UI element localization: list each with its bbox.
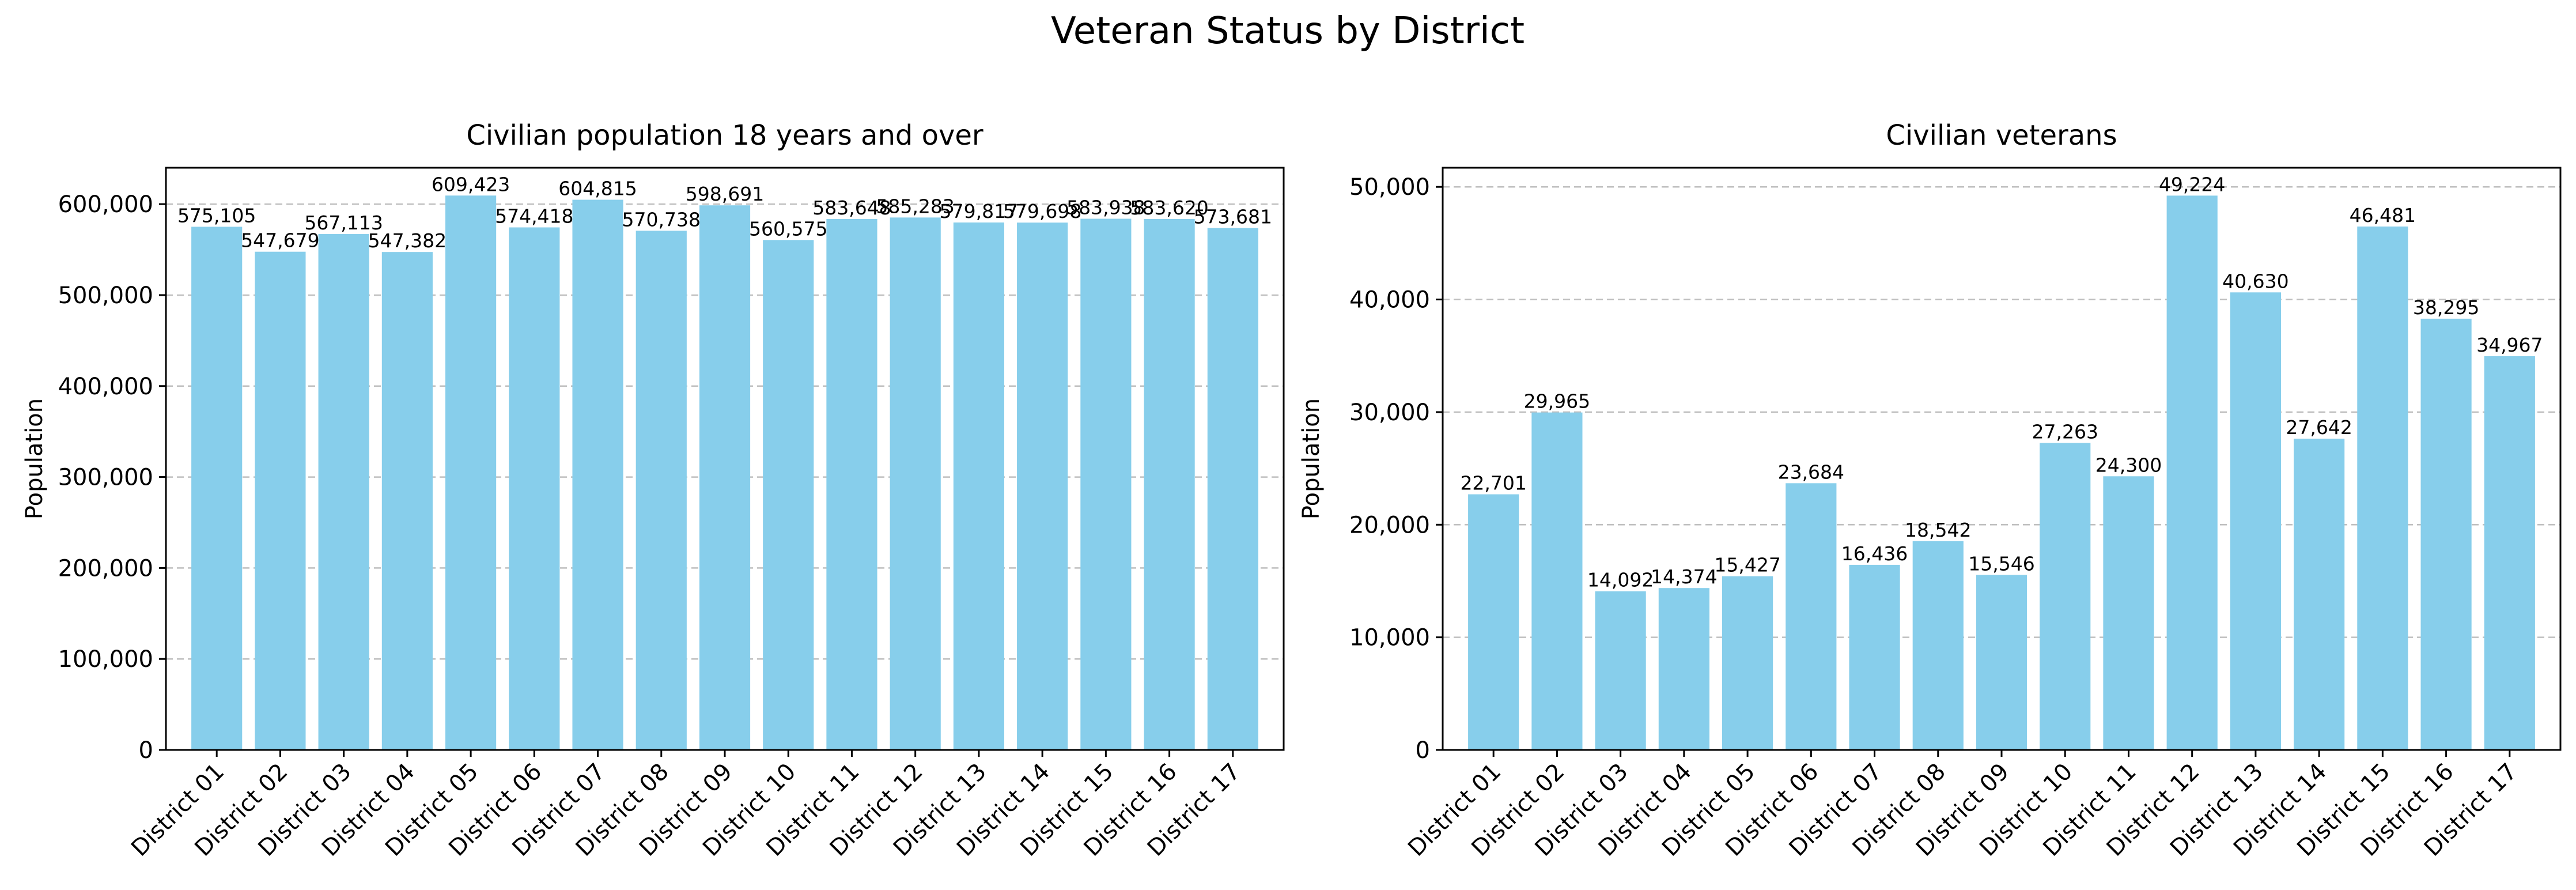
data-label: 14,092 bbox=[1587, 569, 1654, 591]
bar bbox=[826, 218, 877, 750]
data-label: 49,224 bbox=[2159, 173, 2225, 195]
y-axis-label: Population bbox=[21, 398, 48, 519]
bar bbox=[2420, 318, 2472, 750]
y-tick-label: 400,000 bbox=[58, 374, 153, 400]
data-label: 15,427 bbox=[1714, 554, 1780, 576]
bar bbox=[2166, 195, 2218, 750]
bar bbox=[2230, 292, 2281, 750]
bar bbox=[1144, 218, 1195, 750]
bar bbox=[2484, 356, 2535, 750]
bar bbox=[1976, 575, 2027, 750]
data-label: 14,374 bbox=[1651, 565, 1717, 588]
y-tick-label: 600,000 bbox=[58, 191, 153, 218]
data-label: 15,546 bbox=[1968, 552, 2034, 575]
y-tick-label: 20,000 bbox=[1349, 512, 1430, 538]
data-label: 24,300 bbox=[2095, 454, 2162, 476]
data-label: 585,283 bbox=[876, 195, 954, 217]
y-tick-label: 10,000 bbox=[1349, 625, 1430, 651]
bar bbox=[636, 231, 687, 751]
data-label: 609,423 bbox=[432, 173, 510, 195]
data-label: 567,113 bbox=[304, 212, 383, 234]
bar bbox=[2294, 438, 2345, 750]
bar bbox=[509, 227, 560, 750]
y-tick-label: 40,000 bbox=[1349, 287, 1430, 314]
data-label: 560,575 bbox=[749, 217, 827, 240]
data-label: 16,436 bbox=[1841, 542, 1908, 565]
bar bbox=[763, 240, 814, 750]
data-label: 547,382 bbox=[368, 229, 447, 252]
bar bbox=[2357, 226, 2408, 750]
y-tick-label: 100,000 bbox=[58, 646, 153, 673]
chart-title: Civilian population 18 years and over bbox=[466, 119, 984, 152]
bar bbox=[1468, 494, 1519, 750]
y-tick-label: 200,000 bbox=[58, 555, 153, 582]
data-label: 27,642 bbox=[2286, 416, 2352, 439]
y-tick-label: 0 bbox=[1416, 737, 1430, 764]
data-label: 574,418 bbox=[495, 205, 573, 227]
data-label: 40,630 bbox=[2222, 270, 2288, 292]
y-tick-label: 50,000 bbox=[1349, 174, 1430, 201]
data-label: 46,481 bbox=[2350, 204, 2416, 227]
data-label: 38,295 bbox=[2413, 296, 2479, 319]
data-label: 547,679 bbox=[241, 229, 319, 252]
data-label: 598,691 bbox=[686, 183, 764, 205]
bar bbox=[1531, 412, 1583, 750]
y-tick-label: 0 bbox=[139, 737, 153, 764]
bar bbox=[1595, 591, 1646, 750]
data-label: 570,738 bbox=[622, 208, 701, 231]
data-label: 27,263 bbox=[2032, 420, 2098, 443]
bar bbox=[2103, 476, 2154, 750]
bar bbox=[1207, 228, 1258, 750]
bar bbox=[953, 222, 1004, 750]
bar bbox=[255, 251, 306, 750]
data-label: 29,965 bbox=[1524, 390, 1590, 413]
bar bbox=[572, 199, 623, 750]
data-label: 23,684 bbox=[1778, 461, 1844, 483]
bar bbox=[1017, 223, 1068, 751]
data-label: 34,967 bbox=[2476, 334, 2543, 356]
bar bbox=[1849, 564, 1900, 750]
bar bbox=[699, 205, 751, 750]
bar bbox=[1080, 218, 1132, 750]
bar bbox=[381, 252, 433, 750]
bar bbox=[1658, 588, 1709, 750]
data-label: 575,105 bbox=[177, 204, 256, 227]
data-label: 18,542 bbox=[1905, 519, 1971, 541]
y-tick-label: 300,000 bbox=[58, 465, 153, 491]
bar bbox=[1786, 483, 1837, 750]
bar bbox=[2040, 443, 2091, 750]
bar bbox=[191, 227, 243, 750]
data-label: 583,620 bbox=[1130, 197, 1208, 219]
y-tick-label: 500,000 bbox=[58, 282, 153, 309]
bar bbox=[1722, 576, 1773, 750]
y-tick-label: 30,000 bbox=[1349, 399, 1430, 426]
data-label: 22,701 bbox=[1460, 472, 1526, 495]
bar bbox=[445, 195, 497, 750]
data-label: 579,817 bbox=[940, 200, 1018, 223]
data-label: 583,648 bbox=[812, 197, 891, 219]
y-axis-label: Population bbox=[1298, 398, 1325, 519]
bar bbox=[1912, 541, 1964, 750]
data-label: 579,698 bbox=[1003, 200, 1081, 223]
chart-title: Civilian veterans bbox=[1886, 119, 2117, 152]
bar bbox=[318, 234, 369, 751]
data-label: 583,938 bbox=[1066, 196, 1145, 218]
data-label: 573,681 bbox=[1194, 206, 1272, 228]
bar bbox=[890, 217, 941, 750]
figure-title: Veteran Status by District bbox=[1051, 10, 1525, 52]
data-label: 604,815 bbox=[558, 178, 637, 200]
